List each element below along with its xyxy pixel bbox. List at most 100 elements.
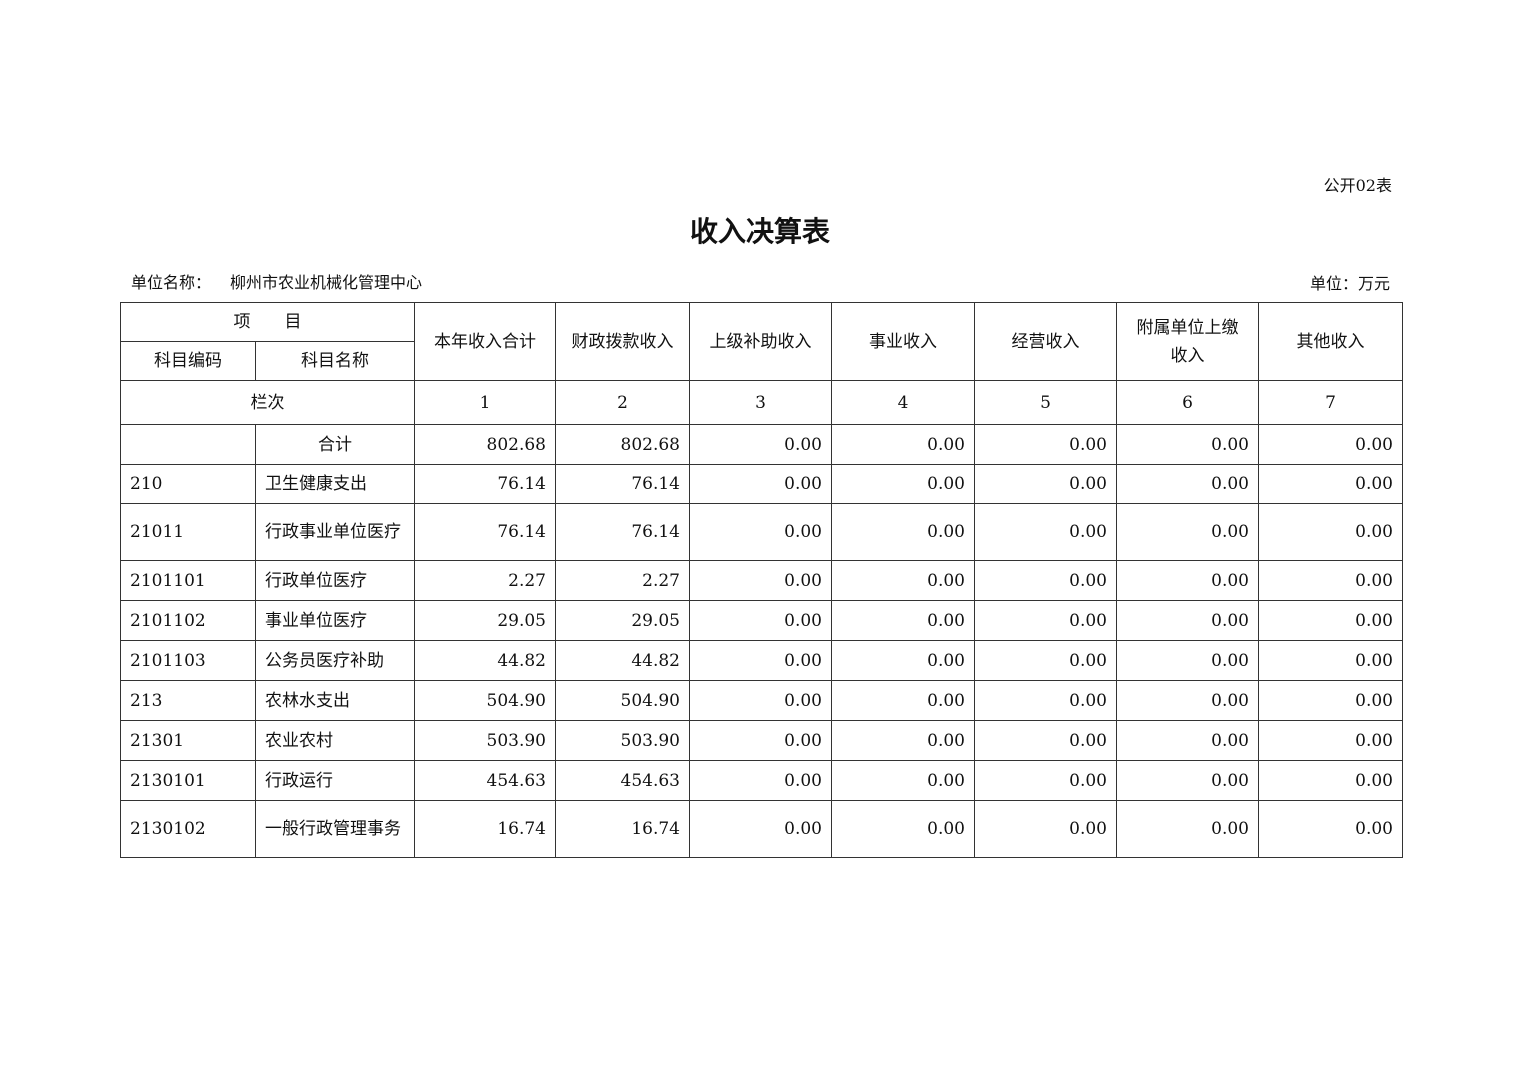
column-index: 1 bbox=[414, 380, 556, 425]
amount-cell: 0.00 bbox=[974, 464, 1117, 504]
column-index: 3 bbox=[689, 380, 832, 425]
amount-cell: 76.14 bbox=[555, 464, 690, 504]
amount-cell: 454.63 bbox=[555, 760, 690, 801]
table-row: 21301 农业农村 503.90 503.90 0.00 0.00 0.00 0.00 0.0… bbox=[120, 720, 1403, 761]
amount-cell: 0.00 bbox=[974, 600, 1117, 641]
amount-cell: 0.00 bbox=[1258, 640, 1403, 681]
amount-cell: 0.00 bbox=[831, 640, 975, 681]
table-row: 210 卫生健康支出 76.14 76.14 0.00 0.00 0.00 0.00 0.00 bbox=[120, 464, 1403, 504]
column-index: 6 bbox=[1116, 380, 1259, 425]
table-row: 合计 802.68 802.68 0.00 0.00 0.00 0.00 0.00 bbox=[120, 424, 1403, 465]
header-col: 上级补助收入 bbox=[689, 302, 832, 381]
amount-cell: 0.00 bbox=[1258, 503, 1403, 561]
table-row: 2101102 事业单位医疗 29.05 29.05 0.00 0.00 0.00 0.00 0… bbox=[120, 600, 1403, 641]
subject-code bbox=[120, 424, 256, 465]
column-index: 4 bbox=[831, 380, 975, 425]
header-item: 项 目 bbox=[120, 302, 415, 342]
amount-cell: 0.00 bbox=[831, 680, 975, 721]
amount-cell: 44.82 bbox=[555, 640, 690, 681]
header-code: 科目编码 bbox=[120, 341, 256, 381]
header-col: 其他收入 bbox=[1258, 302, 1403, 381]
amount-cell: 504.90 bbox=[414, 680, 556, 721]
amount-cell: 0.00 bbox=[831, 800, 975, 858]
subject-name: 事业单位医疗 bbox=[255, 600, 415, 641]
amount-cell: 0.00 bbox=[1258, 424, 1403, 465]
header-col: 财政拨款收入 bbox=[555, 302, 690, 381]
amount-cell: 2.27 bbox=[414, 560, 556, 601]
amount-cell: 0.00 bbox=[831, 464, 975, 504]
subject-code: 21301 bbox=[120, 720, 256, 761]
amount-cell: 0.00 bbox=[1258, 720, 1403, 761]
subject-name: 卫生健康支出 bbox=[255, 464, 415, 504]
column-index: 5 bbox=[974, 380, 1117, 425]
column-index: 2 bbox=[555, 380, 690, 425]
table-row: 21011 行政事业单位医疗 76.14 76.14 0.00 0.00 0.00 0.00 0… bbox=[120, 503, 1403, 561]
amount-cell: 0.00 bbox=[1116, 424, 1259, 465]
amount-cell: 16.74 bbox=[414, 800, 556, 858]
amount-cell: 44.82 bbox=[414, 640, 556, 681]
subject-code: 2130102 bbox=[120, 800, 256, 858]
amount-cell: 0.00 bbox=[831, 760, 975, 801]
header-name: 科目名称 bbox=[255, 341, 415, 381]
subject-name: 农业农村 bbox=[255, 720, 415, 761]
form-number: 公开02表 bbox=[1323, 176, 1392, 195]
amount-cell: 0.00 bbox=[831, 600, 975, 641]
subject-name: 行政事业单位医疗 bbox=[255, 503, 415, 561]
amount-cell: 0.00 bbox=[1258, 680, 1403, 721]
amount-cell: 0.00 bbox=[1116, 800, 1259, 858]
amount-cell: 0.00 bbox=[689, 464, 832, 504]
amount-cell: 0.00 bbox=[689, 760, 832, 801]
subject-code: 2101103 bbox=[120, 640, 256, 681]
amount-cell: 0.00 bbox=[974, 424, 1117, 465]
subject-code: 2101102 bbox=[120, 600, 256, 641]
subject-name: 公务员医疗补助 bbox=[255, 640, 415, 681]
amount-cell: 0.00 bbox=[1116, 503, 1259, 561]
amount-cell: 0.00 bbox=[1116, 560, 1259, 601]
amount-cell: 0.00 bbox=[974, 640, 1117, 681]
table-row: 2130101 行政运行 454.63 454.63 0.00 0.00 0.00 0.00 0… bbox=[120, 760, 1403, 801]
amount-cell: 0.00 bbox=[831, 424, 975, 465]
amount-cell: 802.68 bbox=[414, 424, 556, 465]
amount-cell: 0.00 bbox=[1258, 800, 1403, 858]
table-row: 213 农林水支出 504.90 504.90 0.00 0.00 0.00 0.00 0.00 bbox=[120, 680, 1403, 721]
subject-name: 行政单位医疗 bbox=[255, 560, 415, 601]
amount-cell: 0.00 bbox=[1116, 640, 1259, 681]
subject-name: 合计 bbox=[255, 424, 415, 465]
header-col: 本年收入合计 bbox=[414, 302, 556, 381]
amount-cell: 29.05 bbox=[555, 600, 690, 641]
subject-code: 2130101 bbox=[120, 760, 256, 801]
amount-cell: 2.27 bbox=[555, 560, 690, 601]
subject-code: 210 bbox=[120, 464, 256, 504]
column-index-label: 栏次 bbox=[120, 380, 415, 425]
amount-cell: 0.00 bbox=[689, 600, 832, 641]
header-row: 科目编码 科目名称 bbox=[120, 341, 1403, 381]
amount-cell: 0.00 bbox=[689, 640, 832, 681]
amount-cell: 0.00 bbox=[1116, 464, 1259, 504]
header-col: 事业收入 bbox=[831, 302, 975, 381]
amount-cell: 0.00 bbox=[1258, 760, 1403, 801]
page-title: 收入决算表 bbox=[689, 215, 830, 248]
table-row: 2101101 行政单位医疗 2.27 2.27 0.00 0.00 0.00 0.00 0.0… bbox=[120, 560, 1403, 601]
amount-cell: 0.00 bbox=[831, 560, 975, 601]
amount-cell: 0.00 bbox=[689, 680, 832, 721]
amount-cell: 0.00 bbox=[974, 560, 1117, 601]
header-row: 项 目 本年收入合计 财政拨款收入 上级补助收入 事业收入 经营收入 附属单位上… bbox=[120, 302, 1403, 381]
amount-cell: 0.00 bbox=[1116, 720, 1259, 761]
amount-cell: 76.14 bbox=[555, 503, 690, 561]
amount-cell: 454.63 bbox=[414, 760, 556, 801]
subject-name: 一般行政管理事务 bbox=[255, 800, 415, 858]
amount-cell: 76.14 bbox=[414, 464, 556, 504]
amount-cell: 0.00 bbox=[1258, 464, 1403, 504]
amount-cell: 16.74 bbox=[555, 800, 690, 858]
table-row: 2130102 一般行政管理事务 16.74 16.74 0.00 0.00 0.00 0.0… bbox=[120, 800, 1403, 858]
amount-cell: 76.14 bbox=[414, 503, 556, 561]
amount-cell: 0.00 bbox=[974, 503, 1117, 561]
amount-cell: 0.00 bbox=[974, 720, 1117, 761]
amount-cell: 0.00 bbox=[689, 560, 832, 601]
column-index: 7 bbox=[1258, 380, 1403, 425]
amount-cell: 0.00 bbox=[1258, 560, 1403, 601]
subject-code: 2101101 bbox=[120, 560, 256, 601]
amount-cell: 0.00 bbox=[974, 760, 1117, 801]
header-col: 经营收入 bbox=[974, 302, 1117, 381]
amount-cell: 504.90 bbox=[555, 680, 690, 721]
